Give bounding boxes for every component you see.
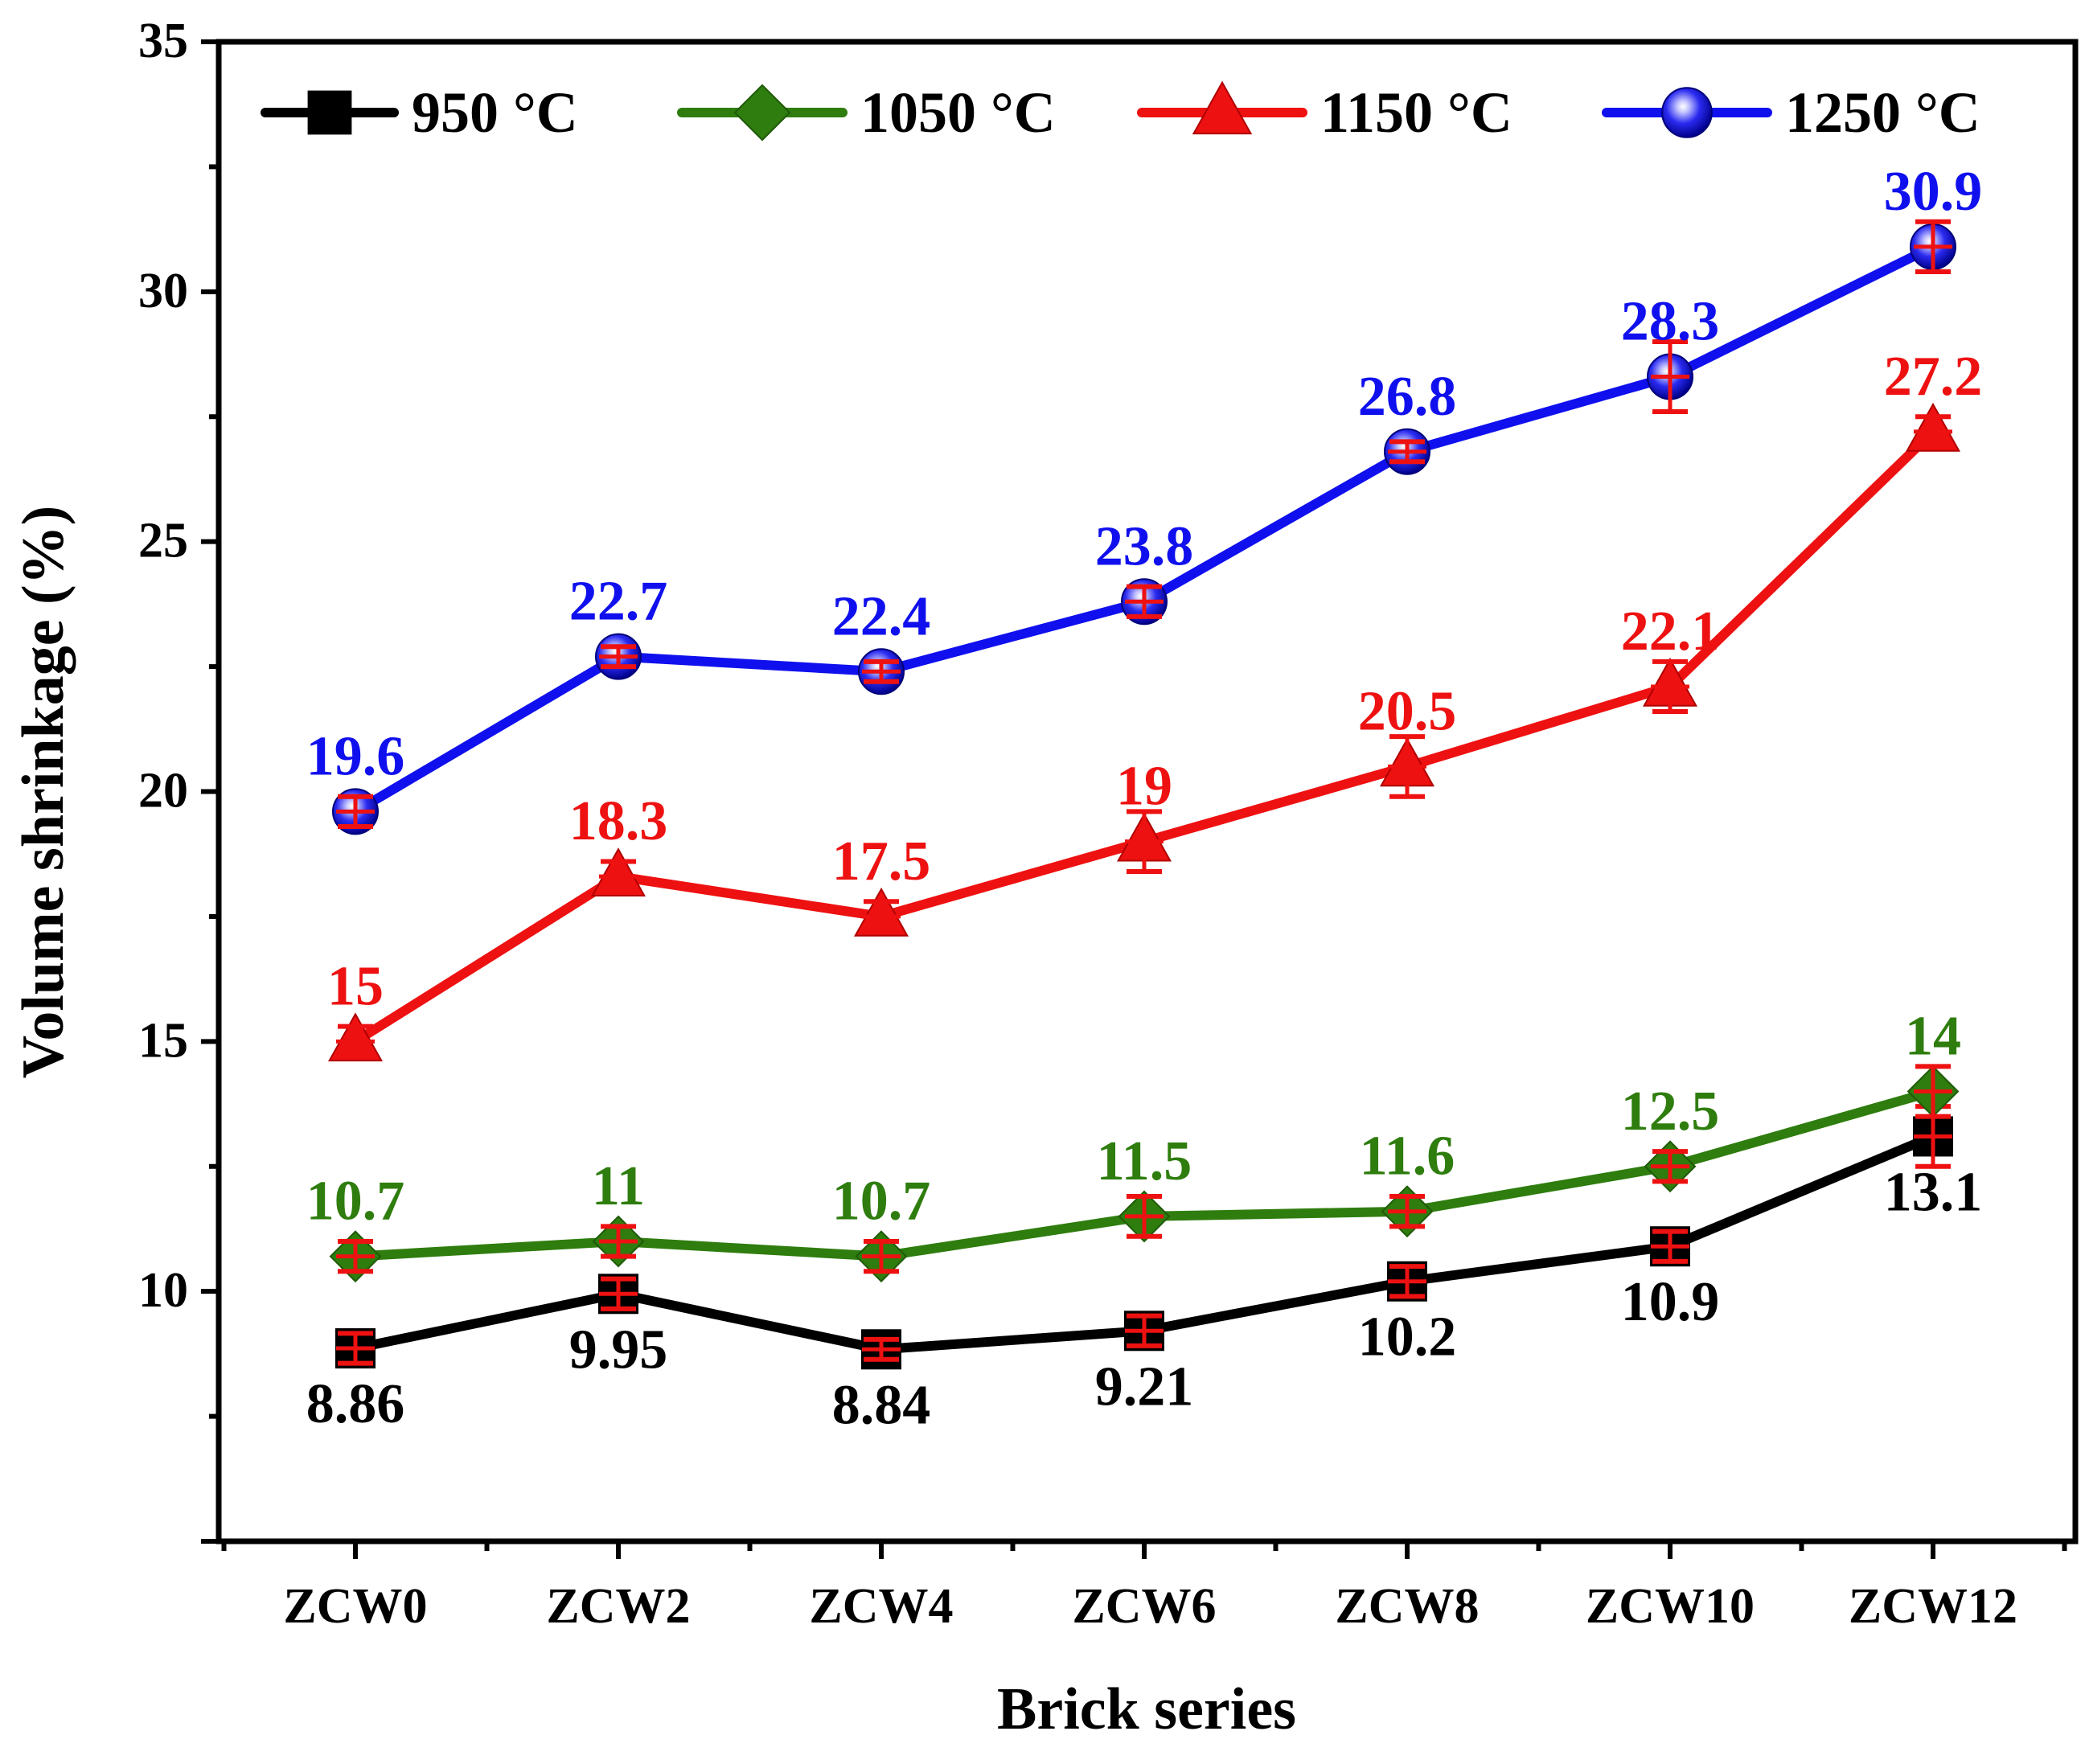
x-tick-label: ZCW6 [1072,1579,1216,1634]
legend-label: 950 °C [412,80,578,145]
triangle-marker [1192,80,1253,135]
series-1150-c [327,402,1961,1062]
data-label: 22.4 [832,585,931,647]
data-label: 19.6 [306,725,405,787]
data-label: 11.6 [1360,1126,1455,1188]
data-label: 28.3 [1621,291,1720,353]
data-label: 15 [327,955,384,1017]
data-label: 12.5 [1621,1081,1720,1142]
x-tick-label: ZCW10 [1586,1579,1755,1634]
series-1250-c [332,219,1956,835]
legend-item: 1250 °C [1602,80,1980,145]
data-label: 9.95 [569,1319,668,1380]
data-label: 10.2 [1358,1307,1457,1368]
x-tick-label: ZCW8 [1335,1579,1479,1634]
x-tick-label: ZCW0 [283,1579,427,1634]
legend: 950 °C 1050 °C 1150 °C 1250 °C [261,80,1980,145]
data-label: 8.86 [306,1373,405,1435]
data-labels-layer: 8.86 9.95 8.84 9.21 10.2 10.9 13.1 10.7 11 10.7 11… [306,161,1983,1436]
y-tick-label: 30 [138,264,188,318]
data-label: 27.2 [1884,346,1983,408]
diamond-marker [733,84,791,142]
data-label: 10.9 [1621,1271,1720,1333]
series-1050-c [329,1064,1960,1283]
y-axis-title: Volume shrinkage (%) [10,506,76,1079]
data-label: 22.1 [1621,601,1720,663]
data-label: 26.8 [1358,366,1457,428]
data-label: 19 [1116,756,1172,818]
sphere-marker [1661,87,1713,138]
y-tick-label: 15 [138,1013,188,1068]
data-label: 18.3 [569,790,668,852]
y-tick-label: 35 [138,14,188,68]
legend-item: 950 °C [261,80,578,145]
data-label: 20.5 [1358,680,1457,742]
data-label: 8.84 [832,1374,931,1436]
data-label: 30.9 [1884,161,1983,223]
data-label: 10.7 [306,1171,405,1233]
data-label: 13.1 [1884,1161,1983,1223]
x-tick-label: ZCW4 [809,1579,953,1634]
y-tick-label: 25 [138,514,188,568]
y-tick-label: 10 [138,1263,188,1318]
x-axis-title: Brick series [997,1676,1296,1742]
data-label: 10.7 [832,1171,931,1233]
data-label: 22.7 [569,571,668,633]
legend-item: 1150 °C [1137,80,1512,145]
x-tick-label: ZCW2 [546,1579,690,1634]
y-tick-label: 20 [138,764,188,818]
legend-label: 1050 °C [860,80,1056,145]
square-marker [307,90,352,135]
data-label: 17.5 [832,831,931,892]
data-label: 23.8 [1095,515,1194,577]
data-label: 11 [592,1155,645,1217]
data-label: 11.5 [1097,1130,1192,1192]
plot-frame [215,39,2079,1545]
x-tick-label: ZCW12 [1849,1579,2017,1634]
data-label: 14 [1905,1006,1961,1068]
data-label: 9.21 [1095,1356,1194,1417]
axis-ticks-layer: 10 15 20 25 30 35 ZCW0 ZCW2 ZCW4 ZCW6 ZCW8 ZCW10 ZCW… [138,14,2067,1634]
legend-label: 1250 °C [1785,80,1980,145]
legend-label: 1150 °C [1320,80,1512,145]
series-950-c [335,1104,1953,1370]
series-layer [327,219,1961,1370]
legend-item: 1050 °C [677,80,1056,145]
